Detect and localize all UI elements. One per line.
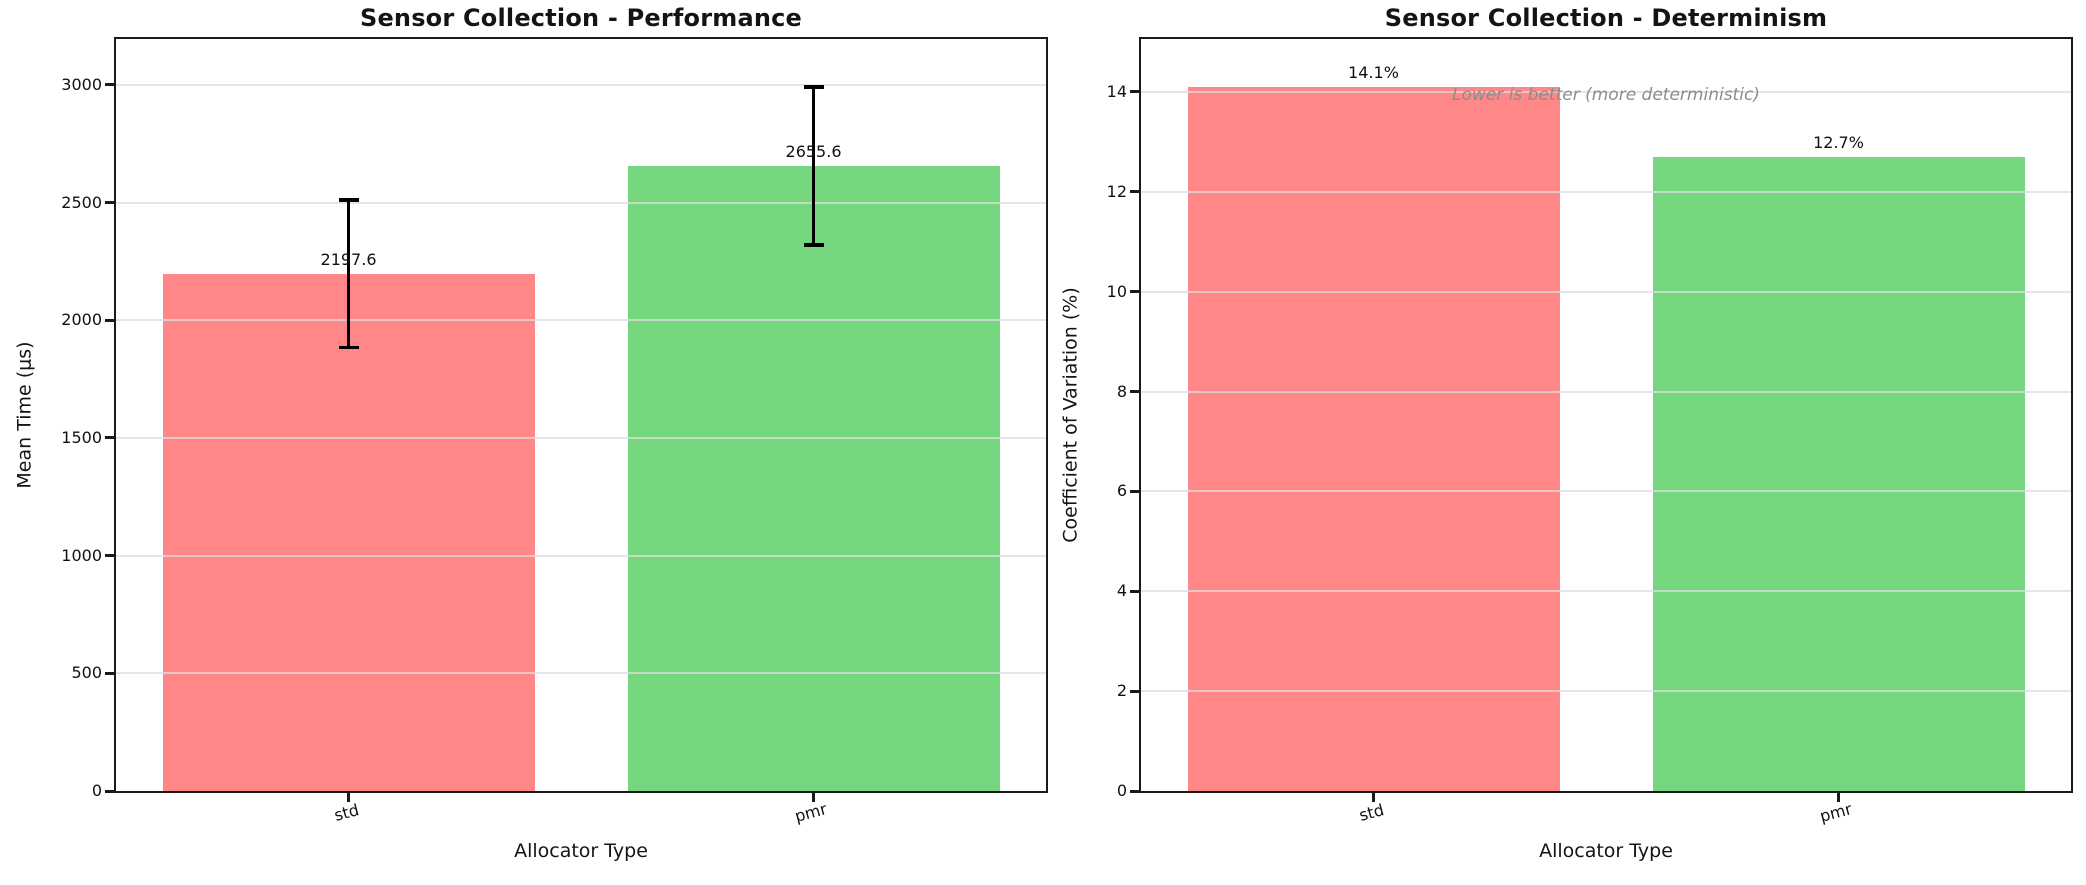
y-tick-label: 10 (1106, 281, 1127, 301)
x-tick-label-std: std (1356, 800, 1386, 825)
y-tick-mark (1130, 789, 1139, 793)
y-tick-label: 3000 (61, 74, 102, 94)
y-tick-label: 12 (1106, 181, 1127, 201)
y-tick-mark (105, 201, 114, 205)
y-tick-label: 1500 (61, 427, 102, 447)
gridline (1141, 690, 2071, 693)
gridline (116, 554, 1046, 557)
y-tick-mark (105, 83, 114, 87)
y-tick-mark (1130, 190, 1139, 194)
gridline (1141, 390, 2071, 393)
x-tick-mark (1372, 793, 1375, 802)
y-tick-mark (105, 554, 114, 558)
gridline (116, 436, 1046, 439)
error-bar-bottom-cap-pmr (803, 243, 824, 247)
y-tick-label: 14 (1106, 81, 1127, 101)
error-bar-line-pmr (811, 87, 816, 245)
y-tick-mark (1130, 589, 1139, 593)
y-tick-mark (105, 436, 114, 440)
y-tick-mark (105, 318, 114, 322)
x-tick-mark (347, 793, 350, 802)
x-tick-mark (812, 793, 815, 802)
y-tick-mark (1130, 489, 1139, 493)
y-tick-mark (105, 671, 114, 675)
performance-x-axis-label: Allocator Type (514, 840, 648, 862)
gridline (1141, 490, 2071, 493)
gridline (116, 672, 1046, 675)
error-bar-bottom-cap-std (338, 345, 359, 350)
y-tick-label: 2 (1116, 681, 1127, 701)
bar-value-label-std: 2197.6 (320, 249, 377, 269)
determinism-x-axis-label: Allocator Type (1539, 840, 1673, 862)
bar-std (162, 273, 535, 791)
y-tick-mark (1130, 90, 1139, 94)
y-tick-mark (1130, 390, 1139, 394)
x-tick-label-pmr: pmr (1817, 799, 1854, 826)
gridline (116, 319, 1046, 322)
y-tick-label: 2000 (61, 310, 102, 330)
y-tick-mark (105, 789, 114, 793)
gridline (116, 83, 1046, 86)
y-tick-label: 1000 (61, 545, 102, 565)
error-bar-line-std (346, 200, 351, 348)
x-tick-label-std: std (331, 800, 361, 825)
bar-pmr (627, 165, 1000, 791)
bar-std (1187, 86, 1560, 791)
determinism-y-axis-label-text: Coefficient of Variation (%) (1060, 287, 1082, 543)
gridline (1141, 190, 2071, 193)
x-tick-label-pmr: pmr (792, 799, 829, 826)
annotation-lower-is-better: Lower is better (more deterministic) (1452, 85, 1760, 105)
gridline (1141, 290, 2071, 293)
bar-value-label-pmr: 12.7% (1813, 132, 1864, 152)
y-tick-label: 500 (71, 663, 102, 683)
performance-y-axis-label-text: Mean Time (μs) (14, 341, 37, 489)
determinism-plot-area: 0 2 4 6 8 10 12 14 std 14.1% pmr 12.7% Lower is bett… (1107, 37, 2073, 826)
determinism-chart-title: Sensor Collection - Determinism (1384, 4, 1828, 32)
y-tick-label: 8 (1116, 381, 1127, 401)
y-tick-label: 0 (91, 781, 102, 800)
bar-value-label-pmr: 2655.6 (785, 141, 842, 161)
bar-value-label-std: 14.1% (1348, 62, 1399, 82)
error-bar-top-cap-std (338, 198, 359, 202)
gridline (1141, 590, 2071, 593)
performance-chart-title: Sensor Collection - Performance (359, 4, 803, 32)
gridline (1141, 90, 2071, 93)
y-tick-label: 2500 (61, 192, 102, 212)
x-tick-mark (1837, 793, 1840, 802)
bar-pmr (1652, 156, 2025, 791)
y-tick-label: 4 (1116, 581, 1127, 601)
performance-plot-area: 0 500 1000 1500 2000 2500 3000 std 2197.6 pmr 2655… (61, 37, 1048, 826)
y-tick-label: 6 (1116, 481, 1127, 501)
y-tick-mark (1130, 290, 1139, 294)
error-bar-top-cap-pmr (803, 85, 824, 89)
gridline (116, 201, 1046, 204)
y-tick-label: 0 (1116, 781, 1127, 800)
y-tick-mark (1130, 689, 1139, 693)
